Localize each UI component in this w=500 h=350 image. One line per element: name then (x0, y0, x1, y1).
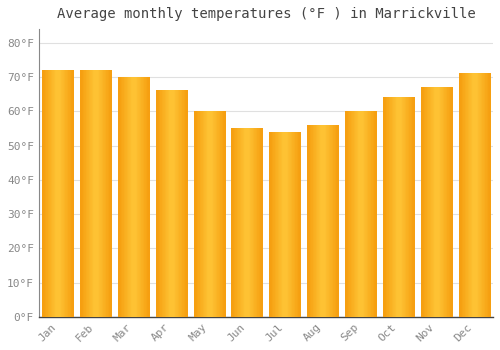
Title: Average monthly temperatures (°F ) in Marrickville: Average monthly temperatures (°F ) in Ma… (56, 7, 476, 21)
